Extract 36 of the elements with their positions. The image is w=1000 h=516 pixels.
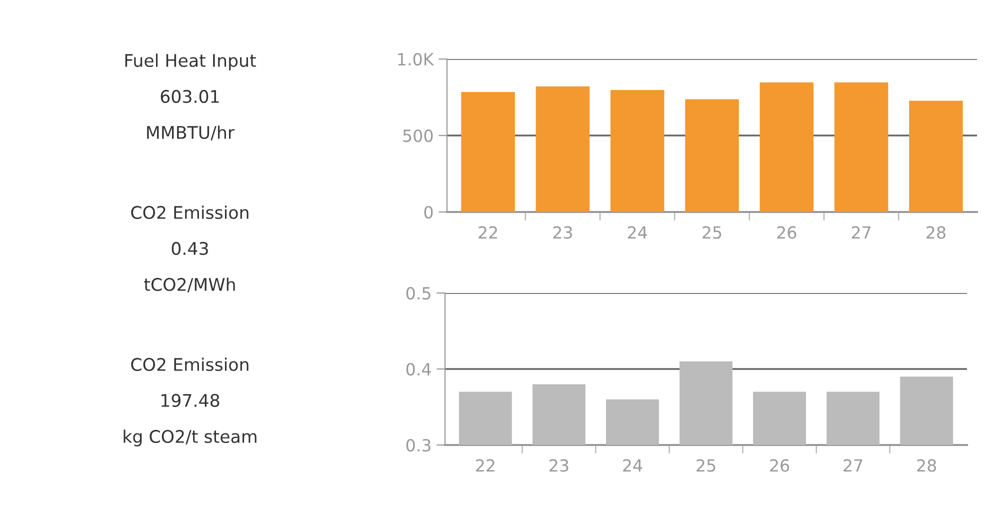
x-tick-label: 27 [852, 226, 870, 239]
y-tick-label: 500 [403, 129, 433, 142]
y-tick-label: 0.3 [406, 438, 430, 452]
x-tick-label: 28 [917, 459, 936, 472]
x-tick-label: 28 [926, 226, 946, 239]
x-tick-label: 23 [550, 459, 568, 472]
text: CO2 Emission [131, 358, 248, 372]
y-tick-label: 0 [424, 206, 433, 219]
text: 603.01 [160, 90, 219, 104]
bar [610, 90, 664, 212]
text: Fuel Heat Input [125, 54, 256, 70]
x-tick-label: 24 [623, 459, 642, 472]
x-tick-label: 26 [770, 459, 790, 472]
text: 197.48 [162, 394, 220, 408]
bar [909, 100, 963, 212]
x-tick-label: 22 [476, 459, 494, 472]
text: CO2 Emission [131, 206, 248, 220]
y-tick-label: 0.5 [406, 286, 430, 300]
x-tick-label: 23 [553, 226, 572, 239]
y-tick-label: 1.0K [398, 52, 434, 66]
bar [685, 99, 739, 212]
bar [760, 82, 814, 212]
x-tick-label: 24 [628, 226, 648, 239]
text: kg CO2/t steam [124, 430, 256, 446]
text: 0.43 [172, 242, 208, 256]
x-tick-label: 27 [844, 459, 862, 472]
text: tCO2/MWh [144, 278, 235, 292]
bar [834, 82, 888, 212]
x-tick-label: 25 [702, 226, 722, 239]
bar [536, 86, 590, 212]
bar [461, 92, 515, 212]
text: MMBTU/hr [147, 126, 235, 140]
y-tick-label: 0.4 [406, 362, 431, 376]
x-tick-label: 26 [777, 226, 796, 239]
x-tick-label: 22 [478, 226, 497, 239]
x-tick-label: 25 [696, 459, 716, 472]
